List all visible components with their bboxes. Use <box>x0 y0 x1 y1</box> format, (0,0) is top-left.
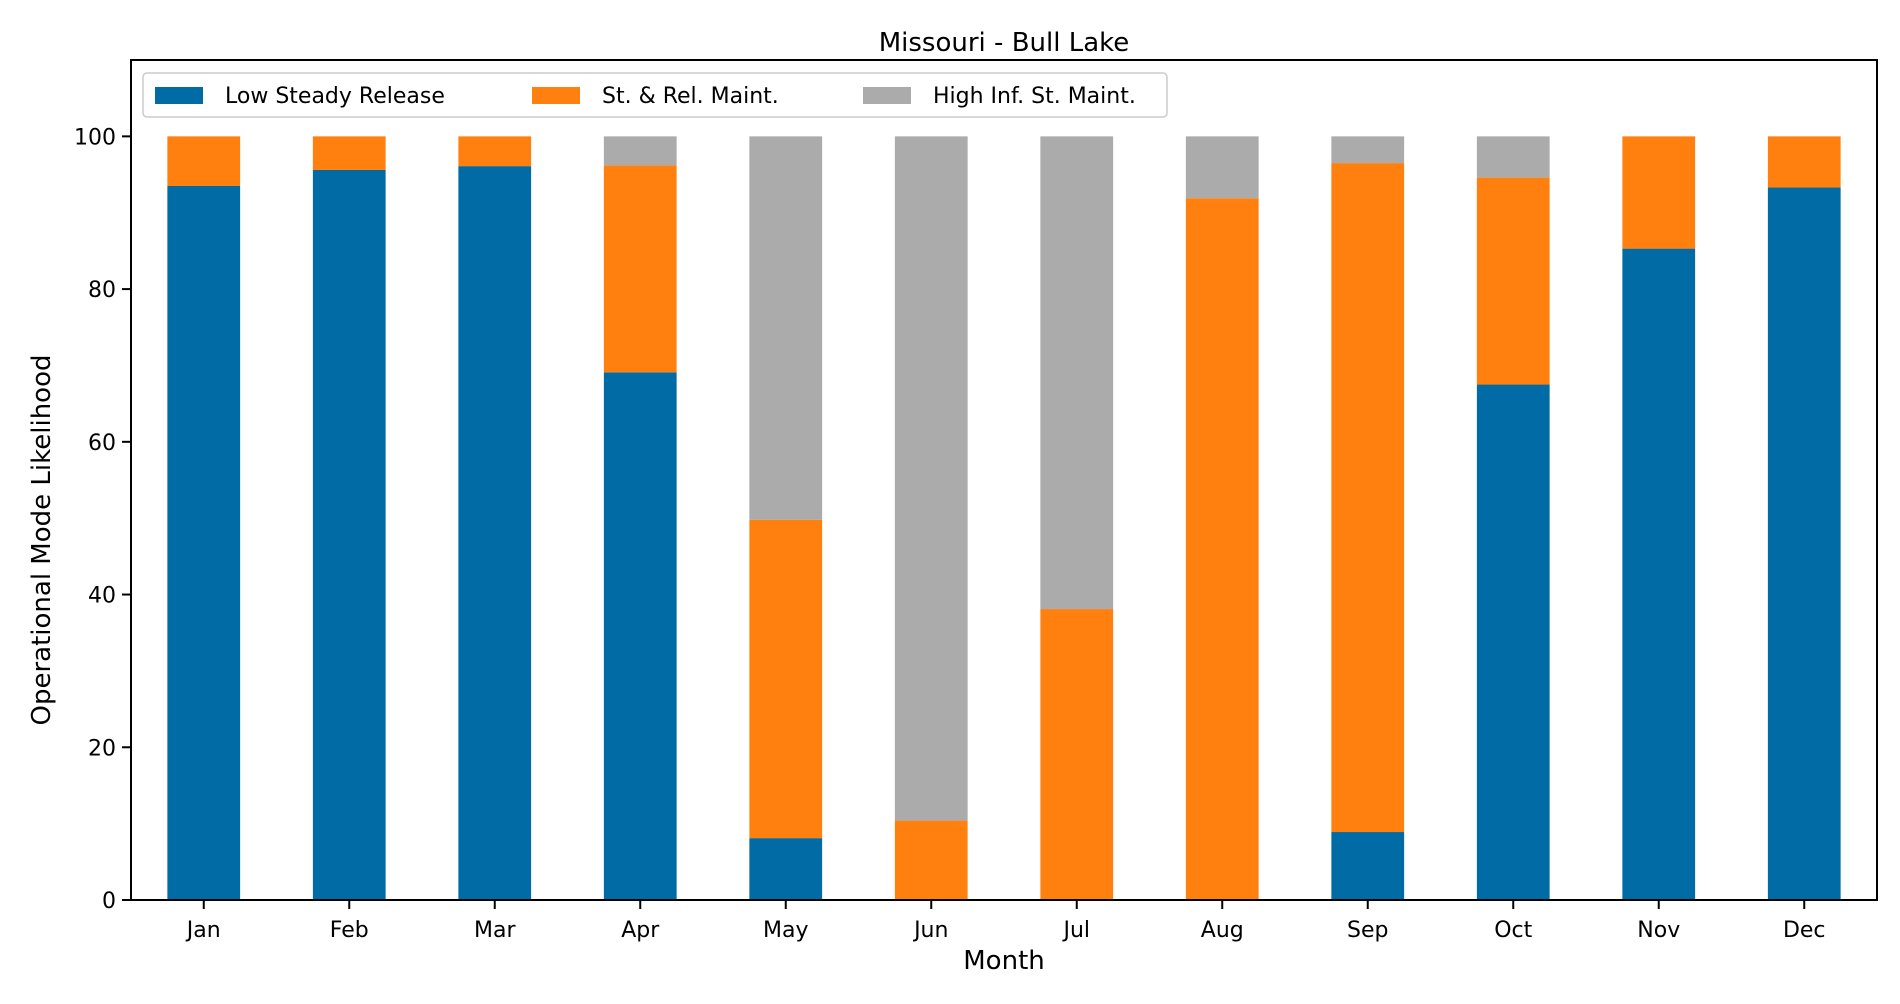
y-axis-label: Operational Mode Likelihood <box>27 355 57 726</box>
bar-nov-series-2 <box>1622 136 1696 249</box>
bars-layer <box>167 136 1841 901</box>
bar-apr-series-1 <box>603 372 677 900</box>
bar-may-series-3 <box>749 136 823 520</box>
y-tick-label: 0 <box>102 889 116 914</box>
legend-box <box>142 72 1168 118</box>
x-axis-label: Month <box>963 946 1045 976</box>
bar-jan-series-1 <box>167 186 241 900</box>
bar-jun-series-3 <box>894 136 968 821</box>
x-tick-label: Oct <box>1494 918 1532 943</box>
bar-may-series-1 <box>749 838 823 900</box>
x-tick-label: Jun <box>912 918 948 943</box>
chart-title: Missouri - Bull Lake <box>879 28 1130 58</box>
axes-layer: 0 20 40 60 80 100 Jan Feb Mar Apr May Jun Jul Aug Sep O… <box>74 59 1878 943</box>
bar-aug-series-3 <box>1185 136 1259 199</box>
bar-sep-series-1 <box>1331 832 1405 900</box>
bar-apr-series-3 <box>603 136 677 166</box>
x-tick-label: Jan <box>185 918 221 943</box>
plot-frame <box>130 59 1878 901</box>
bar-jun-series-2 <box>894 820 968 900</box>
x-tick-label: Jul <box>1061 918 1090 943</box>
x-tick-label: Mar <box>474 918 516 943</box>
bar-oct-series-2 <box>1476 177 1550 385</box>
bar-may-series-2 <box>749 519 823 839</box>
x-tick-label: Aug <box>1201 918 1244 943</box>
x-tick-label: Apr <box>621 918 660 943</box>
bar-jan-series-2 <box>167 136 241 186</box>
legend-label: Low Steady Release <box>225 84 445 109</box>
bar-jul-series-2 <box>1040 609 1114 900</box>
y-tick-label: 20 <box>88 736 116 761</box>
legend-label: High Inf. St. Maint. <box>933 84 1136 109</box>
y-tick-label: 80 <box>88 278 116 303</box>
bar-feb-series-2 <box>312 136 386 170</box>
y-tick-label: 60 <box>88 431 116 456</box>
bar-sep-series-3 <box>1331 136 1405 164</box>
x-tick-label: Sep <box>1347 918 1388 943</box>
legend-label: St. & Rel. Maint. <box>602 84 779 109</box>
bar-dec-series-1 <box>1767 187 1841 900</box>
x-tick-label: Feb <box>330 918 369 943</box>
legend-swatch <box>863 87 911 104</box>
x-tick-label: Nov <box>1637 918 1680 943</box>
bar-nov-series-1 <box>1622 248 1696 901</box>
bar-sep-series-2 <box>1331 163 1405 833</box>
y-tick-label: 40 <box>88 584 116 609</box>
bar-oct-series-3 <box>1476 136 1550 178</box>
x-tick-label: May <box>763 918 808 943</box>
bar-mar-series-2 <box>458 136 532 167</box>
legend-swatch <box>155 87 203 104</box>
y-tick-label: 100 <box>74 125 116 150</box>
legend: Low Steady Release St. & Rel. Maint. High … <box>142 72 1168 118</box>
x-tick-label: Dec <box>1783 918 1826 943</box>
bar-jul-series-3 <box>1040 136 1114 610</box>
bar-dec-series-2 <box>1767 136 1841 188</box>
bar-aug-series-2 <box>1185 198 1259 900</box>
bar-feb-series-1 <box>312 169 386 901</box>
bar-oct-series-1 <box>1476 384 1550 901</box>
bar-apr-series-2 <box>603 165 677 373</box>
legend-swatch <box>532 87 580 104</box>
bar-mar-series-1 <box>458 166 532 901</box>
